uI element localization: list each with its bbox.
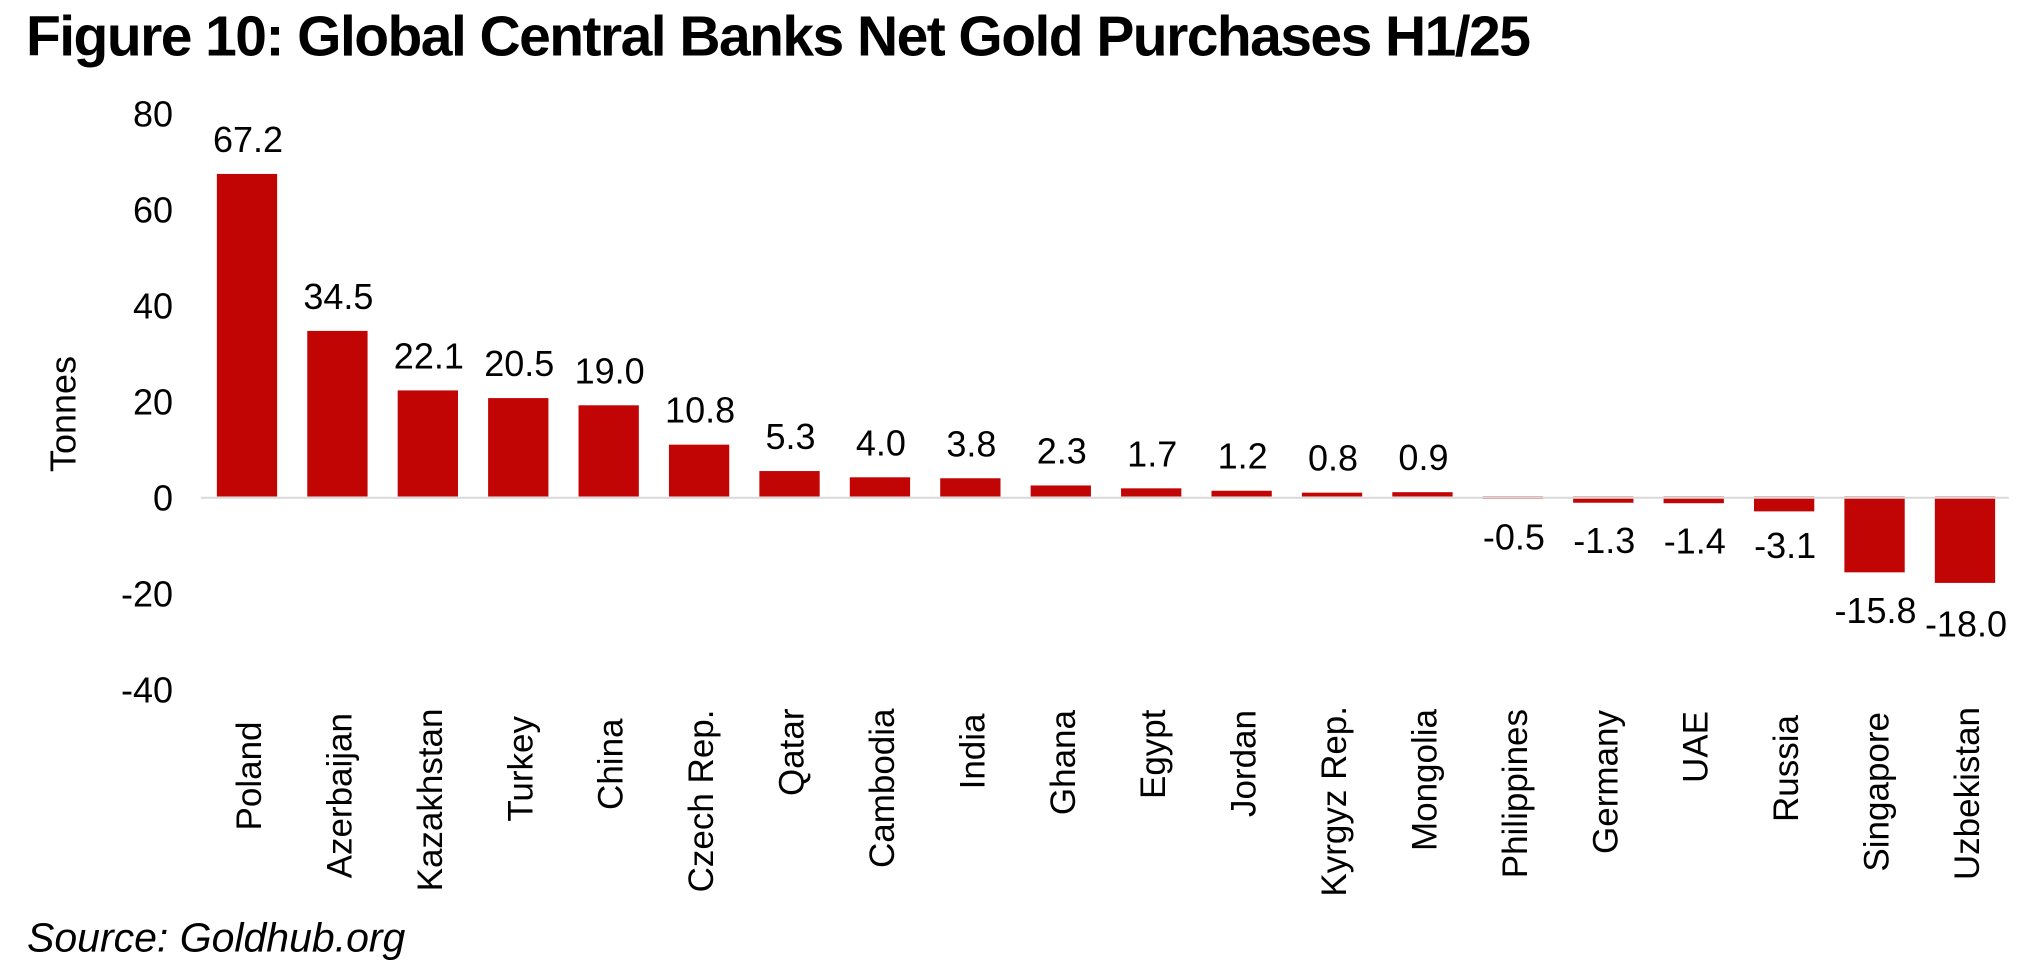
- svg-text:UAE: UAE: [1677, 711, 1716, 783]
- svg-text:Ghana: Ghana: [1044, 709, 1083, 815]
- svg-text:60: 60: [133, 189, 173, 230]
- svg-text:40: 40: [133, 285, 173, 326]
- svg-text:Figure 10: Global Central Bank: Figure 10: Global Central Banks Net Gold…: [26, 5, 1530, 69]
- svg-text:Poland: Poland: [230, 722, 269, 831]
- svg-text:-20: -20: [121, 573, 173, 614]
- svg-text:Cambodia: Cambodia: [863, 708, 902, 868]
- svg-text:China: China: [592, 718, 631, 810]
- svg-text:Kazakhstan: Kazakhstan: [411, 709, 450, 892]
- svg-text:Germany: Germany: [1586, 710, 1625, 854]
- svg-text:Singapore: Singapore: [1858, 712, 1897, 872]
- svg-text:Mongolia: Mongolia: [1405, 708, 1444, 851]
- svg-text:4.0: 4.0: [856, 422, 906, 463]
- svg-text:Turkey: Turkey: [501, 716, 540, 822]
- svg-text:Czech Rep.: Czech Rep.: [682, 710, 721, 893]
- svg-text:2.3: 2.3: [1037, 430, 1087, 471]
- svg-text:5.3: 5.3: [765, 416, 815, 457]
- svg-text:1.7: 1.7: [1127, 433, 1177, 474]
- svg-text:67.2: 67.2: [213, 119, 283, 160]
- svg-text:-15.8: -15.8: [1835, 590, 1917, 631]
- svg-text:Source: Goldhub.org: Source: Goldhub.org: [27, 915, 406, 961]
- svg-text:Jordan: Jordan: [1225, 710, 1264, 817]
- svg-text:-0.5: -0.5: [1483, 516, 1545, 557]
- svg-text:22.1: 22.1: [394, 335, 464, 376]
- svg-text:80: 80: [133, 93, 173, 134]
- svg-text:Philippines: Philippines: [1496, 709, 1535, 878]
- svg-text:20: 20: [133, 381, 173, 422]
- svg-text:19.0: 19.0: [575, 350, 645, 391]
- svg-text:Qatar: Qatar: [773, 708, 812, 796]
- svg-text:Tonnes: Tonnes: [43, 356, 84, 472]
- svg-text:-1.3: -1.3: [1573, 520, 1635, 561]
- svg-text:Egypt: Egypt: [1134, 709, 1173, 799]
- svg-text:-18.0: -18.0: [1925, 603, 2007, 644]
- svg-text:Kyrgyz Rep.: Kyrgyz Rep.: [1315, 706, 1354, 897]
- svg-text:3.8: 3.8: [946, 423, 996, 464]
- svg-text:34.5: 34.5: [303, 276, 373, 317]
- svg-text:0: 0: [153, 477, 173, 518]
- svg-text:-1.4: -1.4: [1664, 521, 1726, 562]
- svg-text:20.5: 20.5: [484, 343, 554, 384]
- svg-text:Russia: Russia: [1767, 714, 1806, 822]
- svg-text:Uzbekistan: Uzbekistan: [1948, 707, 1987, 880]
- svg-text:10.8: 10.8: [665, 390, 735, 431]
- svg-text:-3.1: -3.1: [1754, 525, 1816, 566]
- svg-text:1.2: 1.2: [1218, 436, 1268, 477]
- svg-text:0.9: 0.9: [1398, 437, 1448, 478]
- svg-text:Azerbaijan: Azerbaijan: [320, 713, 359, 878]
- svg-text:0.8: 0.8: [1308, 438, 1358, 479]
- svg-text:-40: -40: [121, 669, 173, 710]
- svg-text:India: India: [953, 713, 992, 789]
